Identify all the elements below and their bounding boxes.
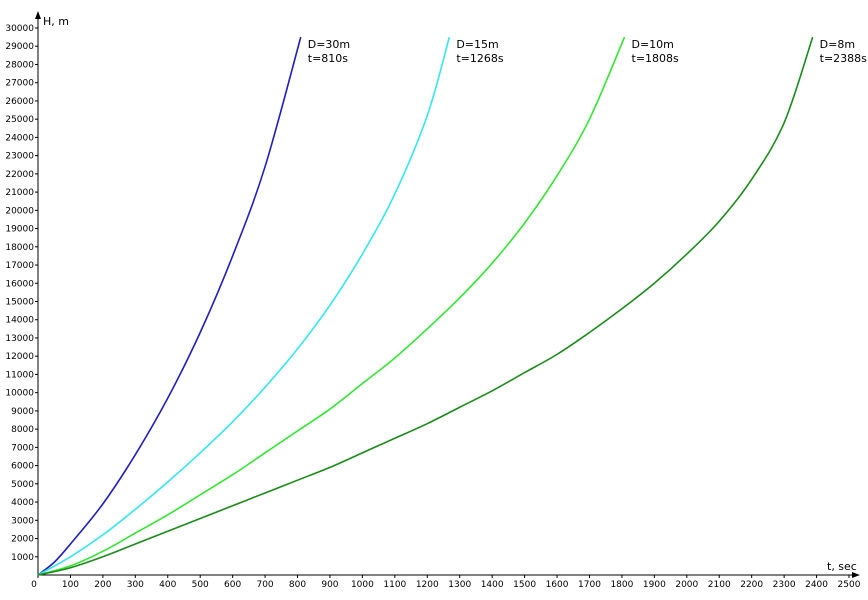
y-tick-label: 3000 <box>11 516 34 526</box>
series-label: D=8m <box>820 38 855 51</box>
y-tick-label: 7000 <box>11 443 34 453</box>
series-line <box>37 36 626 576</box>
x-tick-label: 1000 <box>351 580 374 590</box>
x-tick-label: 2300 <box>773 580 796 590</box>
x-tick-label: 500 <box>192 580 209 590</box>
series-line <box>37 36 814 576</box>
axes <box>35 11 860 578</box>
y-tick-label: 17000 <box>5 261 34 271</box>
y-tick-label: 30000 <box>5 24 34 34</box>
x-tick-label: 0 <box>31 580 37 590</box>
x-axis-arrow <box>852 572 860 578</box>
x-tick-label: 1300 <box>448 580 471 590</box>
y-axis-label: H, m <box>43 15 69 28</box>
y-tick-label: 9000 <box>11 407 34 417</box>
y-tick-label: 22000 <box>5 170 34 180</box>
series-label: t=810s <box>308 52 349 65</box>
series-line <box>37 36 451 576</box>
y-tick-label: 10000 <box>5 389 34 399</box>
y-tick-label: 4000 <box>11 498 34 508</box>
x-tick-label: 300 <box>127 580 144 590</box>
x-tick-label: 2000 <box>675 580 698 590</box>
x-tick-label: 2400 <box>805 580 828 590</box>
series-label: t=1268s <box>456 52 504 65</box>
y-tick-label: 29000 <box>5 42 34 52</box>
y-ticks: 1000 2000 3000 4000 5000 6000 7000 8000 9000 1000… <box>5 24 38 563</box>
y-tick-label: 8000 <box>11 425 34 435</box>
x-tick-label: 1100 <box>383 580 406 590</box>
series-label: D=10m <box>632 38 674 51</box>
series-line <box>37 36 302 576</box>
x-tick-label: 1200 <box>416 580 439 590</box>
y-tick-label: 14000 <box>5 316 34 326</box>
x-tick-label: 1900 <box>643 580 666 590</box>
x-tick-label: 200 <box>94 580 111 590</box>
x-tick-label: 1800 <box>610 580 633 590</box>
y-tick-label: 23000 <box>5 152 34 162</box>
series-label: D=15m <box>456 38 498 51</box>
x-tick-label: 1700 <box>578 580 601 590</box>
x-tick-label: 800 <box>289 580 306 590</box>
y-tick-label: 18000 <box>5 243 34 253</box>
series-label: t=2388s <box>820 52 868 65</box>
x-tick-label: 1600 <box>546 580 569 590</box>
y-tick-label: 2000 <box>11 535 34 545</box>
y-tick-label: 25000 <box>5 115 34 125</box>
y-tick-label: 27000 <box>5 79 34 89</box>
x-tick-label: 1400 <box>481 580 504 590</box>
y-tick-label: 16000 <box>5 279 34 289</box>
y-tick-label: 28000 <box>5 60 34 70</box>
x-axis-label: t, sec <box>827 560 857 573</box>
y-tick-label: 20000 <box>5 206 34 216</box>
x-tick-label: 2500 <box>838 580 861 590</box>
series-label: t=1808s <box>632 52 680 65</box>
x-ticks: 0 100 200 300 400 500 600 700 800 900 1000 1100 1200… <box>31 575 861 590</box>
y-tick-label: 1000 <box>11 553 34 563</box>
x-tick-label: 1500 <box>513 580 536 590</box>
series-label: D=30m <box>308 38 350 51</box>
y-tick-label: 26000 <box>5 97 34 107</box>
x-tick-label: 400 <box>159 580 176 590</box>
y-tick-label: 15000 <box>5 298 34 308</box>
x-tick-label: 2100 <box>708 580 731 590</box>
x-tick-label: 100 <box>62 580 79 590</box>
y-tick-label: 19000 <box>5 225 34 235</box>
y-tick-label: 13000 <box>5 334 34 344</box>
y-tick-label: 5000 <box>11 480 34 490</box>
x-tick-label: 900 <box>321 580 338 590</box>
y-tick-label: 6000 <box>11 462 34 472</box>
y-tick-label: 21000 <box>5 188 34 198</box>
y-tick-label: 12000 <box>5 352 34 362</box>
x-tick-label: 2200 <box>740 580 763 590</box>
x-tick-label: 700 <box>256 580 273 590</box>
series-lines <box>37 36 814 576</box>
y-tick-label: 24000 <box>5 133 34 143</box>
y-axis-arrow <box>35 11 41 19</box>
y-tick-label: 11000 <box>5 370 34 380</box>
x-tick-label: 600 <box>224 580 241 590</box>
